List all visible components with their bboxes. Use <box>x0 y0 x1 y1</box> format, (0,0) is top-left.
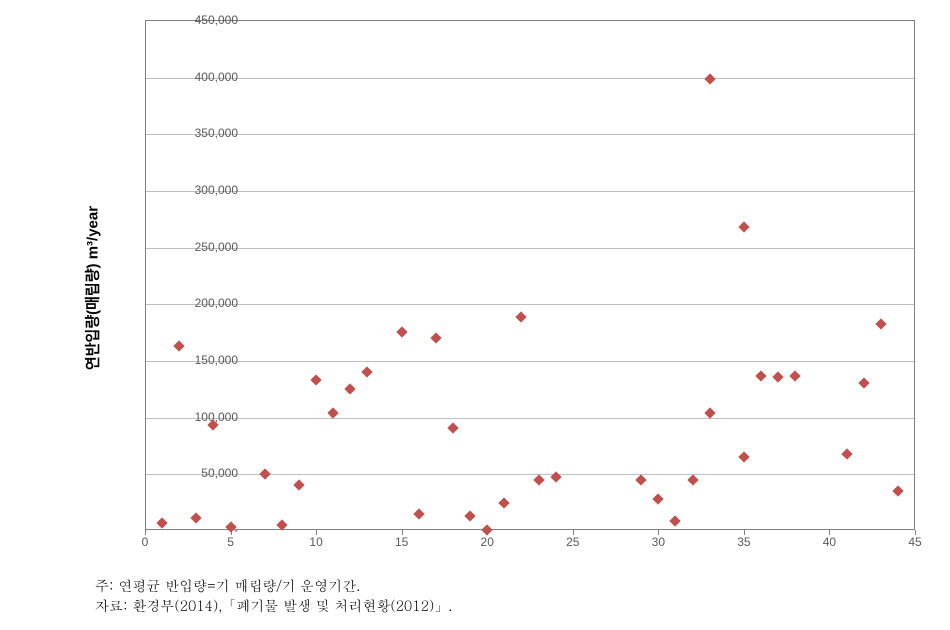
x-tick-label: 10 <box>309 535 322 549</box>
y-tick-label: 450,000 <box>178 13 238 27</box>
x-tick-label: 20 <box>481 535 494 549</box>
footnote-source: 자료: 환경부(2014),「폐기물 발생 및 처리현황(2012)」. <box>95 595 452 615</box>
x-tick-label: 5 <box>227 535 234 549</box>
x-tick-label: 45 <box>908 535 921 549</box>
y-tick-label: 400,000 <box>178 70 238 84</box>
y-tick-label: 250,000 <box>178 240 238 254</box>
gridline-horizontal <box>146 418 914 419</box>
chart-container: 연반입량(매립량) m³/year -50,000100,000150,0002… <box>60 10 930 565</box>
y-axis-label: 연반입량(매립량) m³/year <box>82 205 103 369</box>
x-tick-label: 35 <box>737 535 750 549</box>
y-tick-label: 350,000 <box>178 126 238 140</box>
gridline-horizontal <box>146 78 914 79</box>
x-tick-label: 0 <box>142 535 149 549</box>
y-tick-label: 100,000 <box>178 410 238 424</box>
gridline-horizontal <box>146 361 914 362</box>
footnote-annotation: 주: 연평균 반입량=기 매립량/기 운영기간. <box>95 575 360 595</box>
y-tick-label: 200,000 <box>178 296 238 310</box>
gridline-horizontal <box>146 134 914 135</box>
x-tick-label: 25 <box>566 535 579 549</box>
y-tick-label: 150,000 <box>178 353 238 367</box>
y-tick-label: 50,000 <box>178 466 238 480</box>
x-tick-label: 30 <box>652 535 665 549</box>
gridline-horizontal <box>146 304 914 305</box>
y-tick-label: 300,000 <box>178 183 238 197</box>
x-tick-label: 15 <box>395 535 408 549</box>
gridline-horizontal <box>146 191 914 192</box>
gridline-horizontal <box>146 248 914 249</box>
plot-area <box>145 20 915 530</box>
x-tick-label: 40 <box>823 535 836 549</box>
